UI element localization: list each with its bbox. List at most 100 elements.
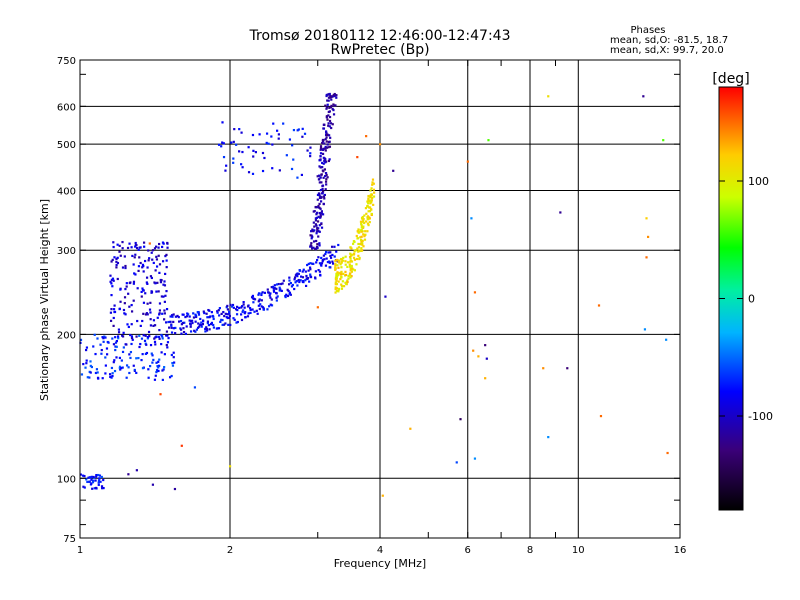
data-point (79, 338, 83, 341)
data-point (251, 308, 254, 311)
data-point (272, 287, 275, 290)
data-point (131, 338, 134, 341)
data-point (335, 94, 338, 97)
data-point (129, 333, 132, 337)
data-point (157, 335, 161, 338)
data-point (314, 217, 317, 220)
data-point (327, 251, 330, 254)
data-point (370, 196, 373, 199)
data-point (164, 272, 167, 276)
data-point (257, 304, 260, 307)
data-point (154, 374, 157, 377)
data-point (189, 330, 193, 333)
data-point (132, 364, 135, 367)
data-point (243, 306, 246, 309)
data-point (308, 266, 312, 269)
data-point (152, 319, 156, 322)
data-point (309, 245, 312, 248)
data-point (103, 335, 106, 338)
data-point (299, 279, 302, 282)
data-point (169, 320, 172, 323)
data-point (157, 366, 160, 369)
data-point (297, 272, 300, 275)
data-point (158, 364, 161, 367)
data-point (147, 259, 150, 262)
data-point (296, 176, 299, 179)
data-point (324, 180, 328, 183)
data-point (466, 160, 469, 163)
data-point (225, 164, 228, 167)
data-point (221, 323, 224, 326)
data-point (99, 480, 102, 483)
data-point (232, 161, 235, 164)
data-point (102, 478, 105, 482)
data-point (304, 279, 307, 282)
data-point (90, 482, 93, 485)
data-point (362, 245, 365, 248)
data-point (353, 252, 356, 256)
data-point (566, 367, 569, 370)
data-point (350, 270, 354, 273)
data-point (158, 263, 162, 266)
data-point (316, 243, 319, 246)
data-point (205, 312, 208, 315)
data-point (232, 157, 235, 160)
data-point (321, 258, 324, 262)
data-point (85, 359, 88, 362)
data-point (321, 190, 325, 193)
data-point (319, 146, 323, 150)
data-point (334, 283, 337, 286)
data-point (321, 141, 324, 145)
data-point (165, 259, 168, 262)
data-point (349, 246, 352, 249)
data-point (321, 192, 324, 195)
data-point (316, 228, 319, 231)
data-point (111, 277, 115, 280)
data-point (125, 343, 128, 346)
data-point (122, 346, 125, 349)
data-point (340, 261, 343, 264)
data-point (102, 486, 105, 490)
data-point (163, 365, 166, 369)
data-point (142, 288, 145, 292)
data-point (277, 282, 280, 286)
data-point (327, 99, 330, 102)
data-point (226, 316, 229, 320)
data-point (179, 328, 183, 331)
data-point (88, 480, 91, 483)
data-point (162, 295, 165, 298)
data-point (189, 323, 192, 326)
data-point (160, 342, 163, 346)
data-point (322, 176, 325, 179)
data-point (240, 318, 244, 322)
data-point (170, 374, 173, 378)
data-point (347, 277, 350, 280)
data-point (108, 373, 112, 376)
data-point (134, 253, 137, 256)
data-point (351, 267, 354, 270)
data-point (316, 306, 319, 309)
data-point (144, 334, 147, 337)
data-point (289, 293, 292, 296)
data-point (487, 139, 490, 142)
data-point (348, 273, 351, 276)
data-point (353, 258, 356, 261)
data-point (384, 295, 387, 298)
y-tick-label: 750 (57, 56, 76, 67)
data-point (105, 347, 109, 350)
data-point (246, 315, 250, 318)
data-point (300, 275, 303, 278)
data-point (355, 249, 358, 252)
data-point (315, 213, 318, 216)
data-point (86, 376, 89, 379)
data-point (160, 333, 163, 337)
data-point (141, 319, 144, 323)
data-point (314, 219, 318, 222)
data-point (130, 310, 134, 313)
data-point (110, 282, 113, 285)
data-point (161, 245, 164, 249)
data-point (340, 266, 343, 269)
data-point (292, 128, 296, 132)
data-point (344, 273, 348, 277)
data-point (217, 309, 220, 312)
